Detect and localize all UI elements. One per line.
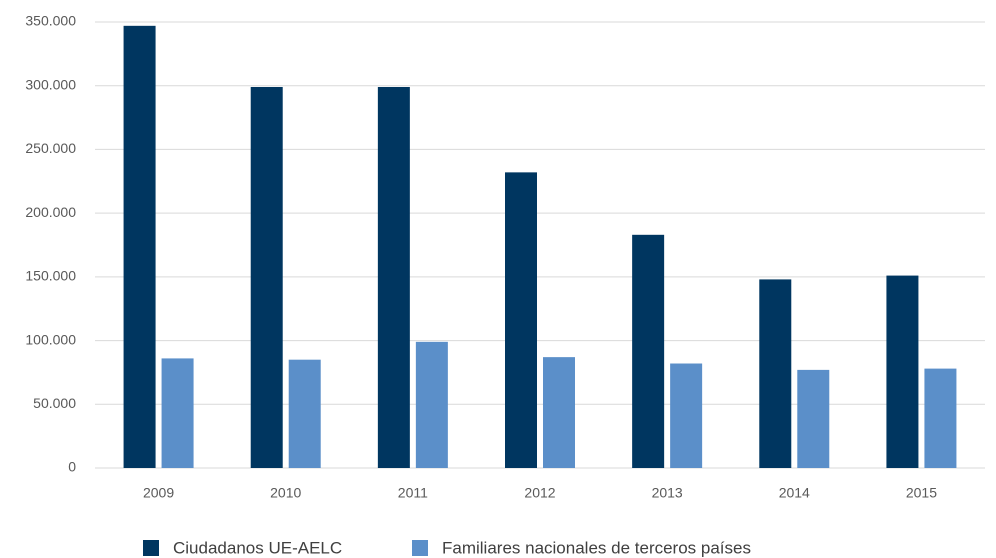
y-tick-label: 150.000 xyxy=(25,268,76,284)
bar xyxy=(123,25,156,469)
legend: Ciudadanos UE-AELC Familiares nacionales … xyxy=(143,538,751,557)
x-tick-label: 2011 xyxy=(398,485,428,501)
bar xyxy=(505,172,537,468)
legend-swatch xyxy=(143,540,159,556)
bar xyxy=(886,275,919,468)
x-tick-label: 2015 xyxy=(906,485,937,501)
x-tick-label: 2010 xyxy=(270,485,301,501)
legend-label: Ciudadanos UE-AELC xyxy=(173,538,342,557)
y-tick-label: 0 xyxy=(68,459,76,475)
bar xyxy=(415,341,448,468)
y-tick-label: 350.000 xyxy=(25,13,76,29)
y-tick-label: 300.000 xyxy=(25,76,76,92)
x-tick-label: 2012 xyxy=(524,485,555,501)
bar xyxy=(250,86,283,468)
x-tick-label: 2013 xyxy=(652,485,683,501)
bar xyxy=(924,368,957,468)
bar xyxy=(632,234,665,468)
bar xyxy=(161,358,194,468)
x-tick-label: 2014 xyxy=(779,485,810,501)
bar xyxy=(670,363,703,468)
bar xyxy=(797,369,830,468)
legend-swatch xyxy=(412,540,428,556)
y-tick-label: 200.000 xyxy=(25,204,76,220)
bar xyxy=(759,279,792,468)
y-tick-label: 50.000 xyxy=(33,395,76,411)
bar xyxy=(377,86,410,468)
legend-label: Familiares nacionales de terceros países xyxy=(442,538,751,557)
bar xyxy=(543,357,575,468)
x-tick-label: 2009 xyxy=(143,485,174,501)
bar xyxy=(288,359,321,468)
y-tick-label: 250.000 xyxy=(25,140,76,156)
y-tick-label: 100.000 xyxy=(25,331,76,347)
